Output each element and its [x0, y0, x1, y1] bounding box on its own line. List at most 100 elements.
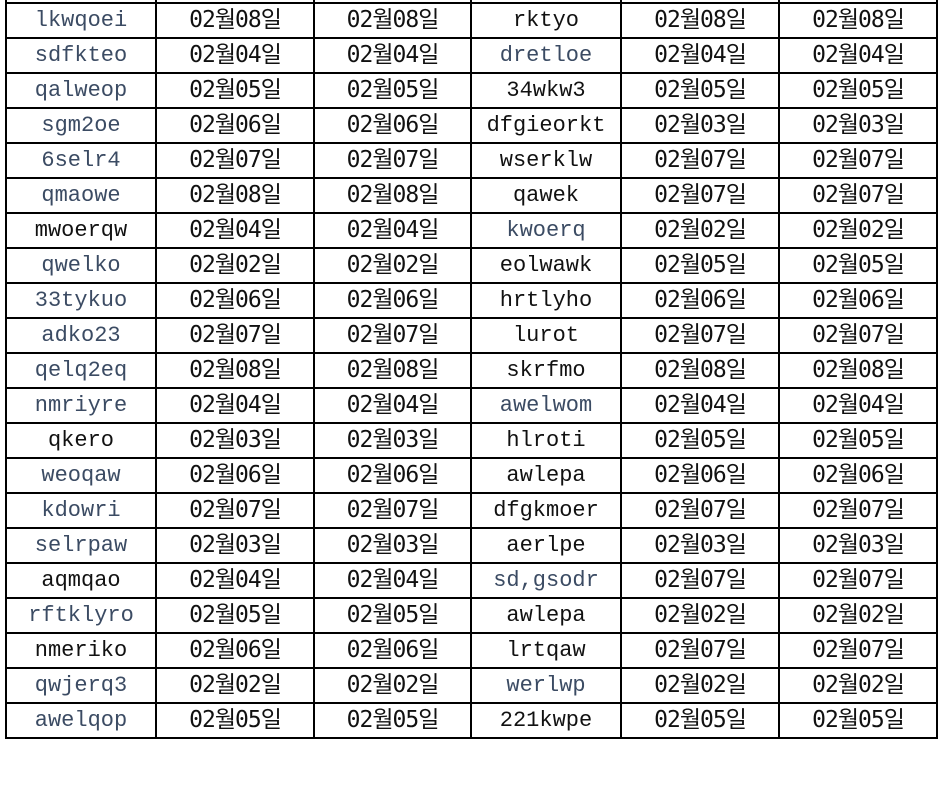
date-cell[interactable]: 02월08일 — [778, 2, 938, 39]
date-cell[interactable]: 02월04일 — [778, 387, 938, 424]
date-cell[interactable]: 02월03일 — [155, 422, 315, 459]
date-cell[interactable]: 02월05일 — [778, 247, 938, 284]
name-cell[interactable]: dfgieorkt — [470, 107, 622, 144]
cell[interactable] — [313, 0, 472, 4]
date-cell[interactable]: 02월04일 — [155, 387, 315, 424]
name-cell[interactable]: nmriyre — [5, 387, 157, 424]
date-cell[interactable]: 02월06일 — [620, 282, 780, 319]
date-cell[interactable]: 02월02일 — [778, 667, 938, 704]
date-cell[interactable]: 02월06일 — [778, 457, 938, 494]
date-cell[interactable]: 02월08일 — [155, 177, 315, 214]
cell[interactable] — [470, 0, 622, 4]
date-cell[interactable]: 02월02일 — [155, 667, 315, 704]
date-cell[interactable]: 02월04일 — [155, 37, 315, 74]
date-cell[interactable]: 02월05일 — [155, 72, 315, 109]
name-cell[interactable]: dretloe — [470, 37, 622, 74]
name-cell[interactable]: sd,gsodr — [470, 562, 622, 599]
name-cell[interactable]: qwelko — [5, 247, 157, 284]
name-cell[interactable]: adko23 — [5, 317, 157, 354]
date-cell[interactable]: 02월06일 — [313, 457, 472, 494]
name-cell[interactable]: 221kwpe — [470, 702, 622, 739]
date-cell[interactable]: 02월06일 — [155, 457, 315, 494]
date-cell[interactable]: 02월04일 — [313, 562, 472, 599]
name-cell[interactable]: qwjerq3 — [5, 667, 157, 704]
name-cell[interactable]: skrfmo — [470, 352, 622, 389]
date-cell[interactable]: 02월03일 — [778, 107, 938, 144]
date-cell[interactable]: 02월04일 — [778, 37, 938, 74]
date-cell[interactable]: 02월03일 — [155, 527, 315, 564]
date-cell[interactable]: 02월02일 — [620, 597, 780, 634]
date-cell[interactable]: 02월07일 — [620, 317, 780, 354]
name-cell[interactable]: hlroti — [470, 422, 622, 459]
name-cell[interactable]: lkwqoei — [5, 2, 157, 39]
name-cell[interactable]: aerlpe — [470, 527, 622, 564]
name-cell[interactable]: sdfkteo — [5, 37, 157, 74]
date-cell[interactable]: 02월05일 — [155, 702, 315, 739]
date-cell[interactable]: 02월03일 — [778, 527, 938, 564]
name-cell[interactable]: eolwawk — [470, 247, 622, 284]
date-cell[interactable]: 02월07일 — [313, 317, 472, 354]
date-cell[interactable]: 02월08일 — [620, 352, 780, 389]
date-cell[interactable]: 02월04일 — [155, 212, 315, 249]
date-cell[interactable]: 02월07일 — [620, 562, 780, 599]
cell[interactable] — [5, 0, 157, 4]
date-cell[interactable]: 02월08일 — [620, 2, 780, 39]
date-cell[interactable]: 02월07일 — [155, 317, 315, 354]
date-cell[interactable]: 02월02일 — [778, 212, 938, 249]
date-cell[interactable]: 02월05일 — [620, 422, 780, 459]
date-cell[interactable]: 02월04일 — [620, 387, 780, 424]
name-cell[interactable]: qelq2eq — [5, 352, 157, 389]
name-cell[interactable]: 33tykuo — [5, 282, 157, 319]
date-cell[interactable]: 02월03일 — [620, 107, 780, 144]
name-cell[interactable]: lurot — [470, 317, 622, 354]
cell[interactable] — [778, 0, 938, 4]
date-cell[interactable]: 02월06일 — [155, 632, 315, 669]
date-cell[interactable]: 02월06일 — [778, 282, 938, 319]
name-cell[interactable]: hrtlyho — [470, 282, 622, 319]
date-cell[interactable]: 02월06일 — [313, 282, 472, 319]
date-cell[interactable]: 02월03일 — [620, 527, 780, 564]
date-cell[interactable]: 02월07일 — [778, 562, 938, 599]
date-cell[interactable]: 02월04일 — [620, 37, 780, 74]
date-cell[interactable]: 02월05일 — [620, 702, 780, 739]
date-cell[interactable]: 02월05일 — [778, 72, 938, 109]
date-cell[interactable]: 02월02일 — [313, 247, 472, 284]
date-cell[interactable]: 02월06일 — [155, 107, 315, 144]
name-cell[interactable]: weoqaw — [5, 457, 157, 494]
name-cell[interactable]: sgm2oe — [5, 107, 157, 144]
date-cell[interactable]: 02월07일 — [155, 142, 315, 179]
name-cell[interactable]: awlepa — [470, 457, 622, 494]
name-cell[interactable]: kwoerq — [470, 212, 622, 249]
date-cell[interactable]: 02월07일 — [620, 632, 780, 669]
date-cell[interactable]: 02월06일 — [313, 107, 472, 144]
date-cell[interactable]: 02월03일 — [313, 422, 472, 459]
date-cell[interactable]: 02월07일 — [155, 492, 315, 529]
date-cell[interactable]: 02월05일 — [313, 597, 472, 634]
date-cell[interactable]: 02월04일 — [155, 562, 315, 599]
date-cell[interactable]: 02월08일 — [155, 352, 315, 389]
date-cell[interactable]: 02월05일 — [778, 422, 938, 459]
date-cell[interactable]: 02월04일 — [313, 212, 472, 249]
name-cell[interactable]: awelqop — [5, 702, 157, 739]
date-cell[interactable]: 02월06일 — [620, 457, 780, 494]
date-cell[interactable]: 02월02일 — [620, 667, 780, 704]
name-cell[interactable]: 6selr4 — [5, 142, 157, 179]
date-cell[interactable]: 02월04일 — [313, 387, 472, 424]
date-cell[interactable]: 02월08일 — [313, 352, 472, 389]
name-cell[interactable]: qalweop — [5, 72, 157, 109]
date-cell[interactable]: 02월08일 — [313, 177, 472, 214]
date-cell[interactable]: 02월02일 — [313, 667, 472, 704]
name-cell[interactable]: werlwp — [470, 667, 622, 704]
name-cell[interactable]: wserklw — [470, 142, 622, 179]
date-cell[interactable]: 02월05일 — [778, 702, 938, 739]
name-cell[interactable]: awlepa — [470, 597, 622, 634]
date-cell[interactable]: 02월07일 — [778, 632, 938, 669]
name-cell[interactable]: selrpaw — [5, 527, 157, 564]
date-cell[interactable]: 02월05일 — [313, 72, 472, 109]
name-cell[interactable]: aqmqao — [5, 562, 157, 599]
date-cell[interactable]: 02월07일 — [313, 492, 472, 529]
date-cell[interactable]: 02월05일 — [155, 597, 315, 634]
date-cell[interactable]: 02월05일 — [620, 247, 780, 284]
date-cell[interactable]: 02월05일 — [313, 702, 472, 739]
date-cell[interactable]: 02월08일 — [155, 2, 315, 39]
